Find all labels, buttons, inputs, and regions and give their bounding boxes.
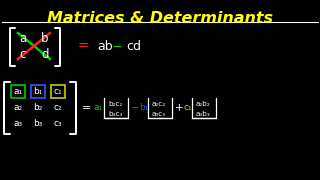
Text: −: − <box>112 40 122 53</box>
Text: a₂: a₂ <box>13 103 23 112</box>
Text: c₁: c₁ <box>183 103 192 112</box>
Text: b₃: b₃ <box>33 120 43 129</box>
Text: =: = <box>82 103 92 113</box>
Text: −: − <box>131 103 140 113</box>
Text: a₃b₃: a₃b₃ <box>196 111 211 117</box>
Text: a₂c₂: a₂c₂ <box>152 101 166 107</box>
Text: a₁: a₁ <box>13 87 23 96</box>
Text: a₂b₂: a₂b₂ <box>196 101 211 107</box>
Text: b₁: b₁ <box>139 103 148 112</box>
Text: ab: ab <box>97 40 113 53</box>
Text: c₂: c₂ <box>54 103 62 112</box>
Text: b₂: b₂ <box>33 103 43 112</box>
Text: b₁: b₁ <box>33 87 43 96</box>
Text: cd: cd <box>126 40 141 53</box>
Text: +: + <box>175 103 184 113</box>
Text: b₃c₃: b₃c₃ <box>108 111 122 117</box>
Text: b: b <box>41 31 49 44</box>
Text: a: a <box>20 31 27 44</box>
Text: b₂c₂: b₂c₂ <box>108 101 122 107</box>
Text: d: d <box>41 48 49 60</box>
Text: c₁: c₁ <box>54 87 62 96</box>
Text: Matrices & Determinants: Matrices & Determinants <box>47 11 273 26</box>
Text: =: = <box>77 40 89 54</box>
Text: a₃: a₃ <box>13 120 23 129</box>
Text: a₁: a₁ <box>94 103 103 112</box>
Text: a₃c₃: a₃c₃ <box>152 111 166 117</box>
Text: c: c <box>20 48 26 60</box>
Text: c₃: c₃ <box>54 120 62 129</box>
